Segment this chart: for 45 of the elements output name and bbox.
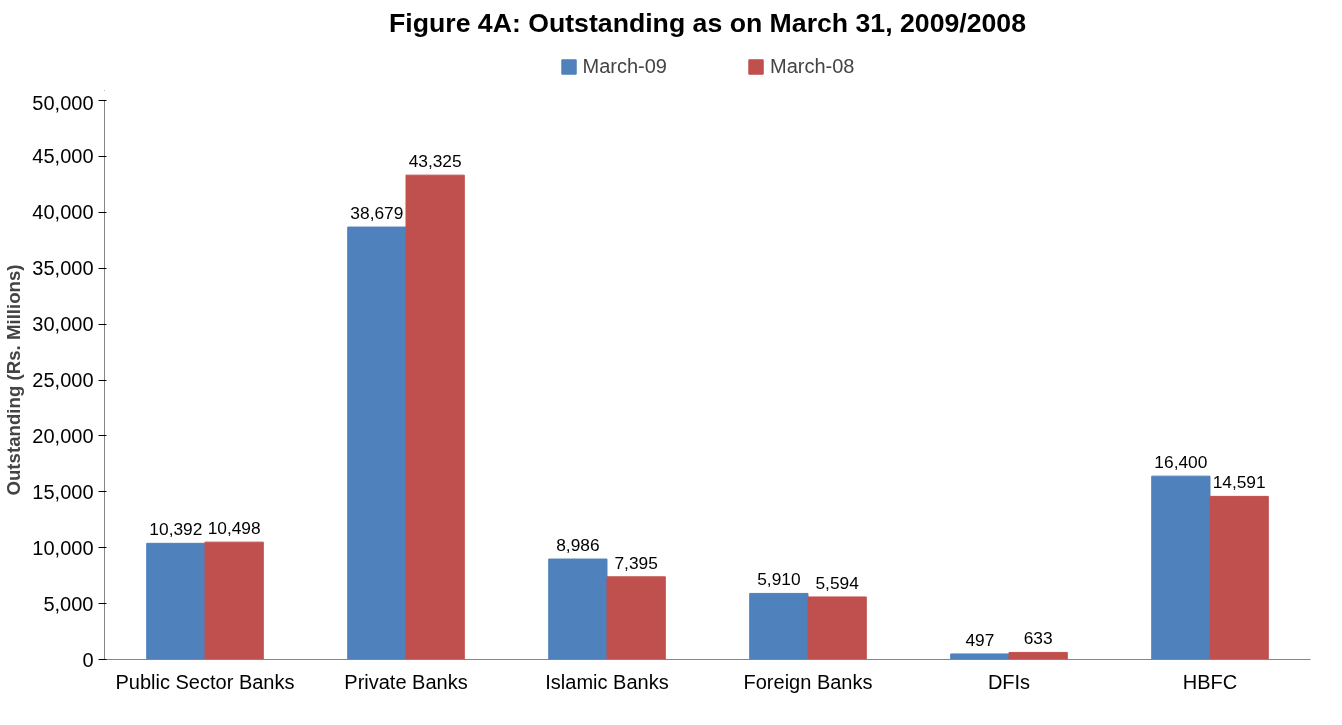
bar bbox=[146, 542, 206, 660]
data-label: 5,594 bbox=[815, 572, 860, 593]
y-tick-label: 0 bbox=[82, 648, 94, 671]
data-label: 10,498 bbox=[207, 518, 261, 539]
bar bbox=[950, 653, 1010, 660]
data-label: 633 bbox=[1023, 628, 1053, 649]
bar bbox=[204, 541, 264, 660]
y-tick-label: 5,000 bbox=[43, 592, 94, 615]
x-tick-label: DFIs bbox=[987, 670, 1031, 693]
data-label: 14,591 bbox=[1212, 472, 1266, 493]
y-tick-label: 10,000 bbox=[32, 536, 94, 559]
bar bbox=[347, 226, 407, 660]
y-tick-label: 30,000 bbox=[32, 313, 94, 336]
bar bbox=[807, 596, 867, 660]
data-label: 10,392 bbox=[149, 519, 203, 540]
data-label: 38,679 bbox=[350, 203, 404, 224]
bar bbox=[1209, 495, 1269, 660]
x-tick-label: Private Banks bbox=[344, 670, 468, 693]
x-tick-label: Foreign Banks bbox=[743, 670, 873, 693]
bar bbox=[548, 558, 608, 660]
data-label: 8,986 bbox=[556, 535, 600, 556]
y-tick-label: 40,000 bbox=[32, 201, 94, 224]
x-tick-label: Public Sector Banks bbox=[115, 670, 295, 693]
bar bbox=[606, 576, 666, 660]
x-tick-label: HBFC bbox=[1182, 670, 1238, 693]
bar bbox=[1008, 651, 1068, 660]
legend-label: March-08 bbox=[770, 54, 855, 78]
y-tick-label: 35,000 bbox=[32, 257, 94, 280]
y-axis-title: Outstanding (Rs. Millions) bbox=[3, 264, 25, 496]
data-label: 5,910 bbox=[757, 569, 801, 590]
data-label: 497 bbox=[965, 629, 995, 650]
bar bbox=[749, 592, 809, 660]
y-tick-label: 20,000 bbox=[32, 424, 94, 447]
chart-title: Figure 4A: Outstanding as on March 31, 2009/2008 bbox=[389, 7, 1026, 38]
bar bbox=[1151, 475, 1211, 660]
y-tick-label: 15,000 bbox=[32, 480, 94, 503]
data-label: 43,325 bbox=[408, 151, 462, 172]
y-tick-label: 50,000 bbox=[32, 91, 94, 114]
legend-label: March-09 bbox=[582, 54, 667, 78]
data-label: 7,395 bbox=[614, 552, 658, 573]
data-label: 16,400 bbox=[1154, 452, 1208, 473]
y-tick-label: 45,000 bbox=[32, 145, 94, 168]
bar bbox=[405, 174, 465, 660]
x-tick-label: Islamic Banks bbox=[545, 670, 669, 693]
y-tick-label: 25,000 bbox=[32, 369, 94, 391]
